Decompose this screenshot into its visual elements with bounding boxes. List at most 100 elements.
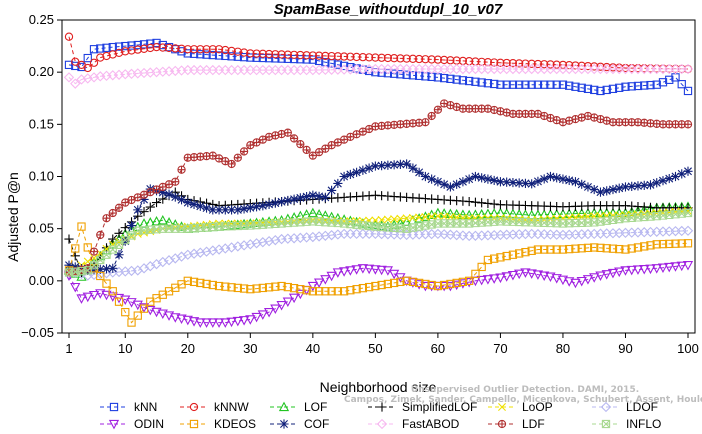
data-point-knn — [633, 81, 643, 91]
legend-item-inflo: INFLO — [592, 417, 661, 431]
data-point-odin — [220, 318, 231, 328]
data-point-ldf — [102, 214, 111, 223]
data-point-knn — [558, 80, 568, 89]
data-point-knnw — [502, 58, 511, 68]
y-axis-label: Adjusted P@n — [5, 172, 21, 262]
data-point-odin — [188, 317, 200, 327]
data-point-knnw — [96, 53, 105, 62]
data-point-odin — [476, 275, 487, 286]
data-point-kdeos — [139, 304, 149, 313]
data-point-cof — [645, 180, 656, 190]
data-point-ldf — [171, 177, 180, 186]
data-point-cof — [652, 178, 662, 188]
data-point-knnw — [440, 55, 449, 65]
data-point-odin — [532, 270, 544, 280]
data-point-kdeos — [283, 282, 292, 292]
data-point-knn — [246, 53, 255, 62]
data-point-odin — [364, 264, 375, 275]
data-point-ldf — [289, 134, 299, 143]
data-point-odin — [132, 300, 143, 311]
data-point-knnw — [577, 61, 586, 70]
data-point-odin — [657, 263, 669, 274]
data-point-odin — [501, 272, 512, 282]
data-point-ldf — [683, 120, 693, 129]
data-point-cof — [95, 264, 105, 274]
data-point-knn — [339, 61, 349, 71]
data-point-odin — [445, 281, 456, 292]
data-point-cof — [677, 169, 687, 179]
data-point-knn — [590, 85, 599, 95]
data-point-knn — [277, 54, 286, 63]
legend-marker — [108, 419, 120, 430]
data-point-knnw — [139, 44, 149, 53]
data-point-knnw — [402, 54, 411, 63]
data-point-cof — [270, 198, 280, 208]
legend-marker — [377, 402, 387, 412]
data-point-ldf — [177, 165, 186, 174]
data-point-knnw — [108, 50, 117, 59]
data-point-odin — [664, 262, 675, 273]
data-point-odin — [326, 271, 337, 282]
data-point-knn — [202, 50, 211, 59]
data-point-odin — [407, 278, 419, 288]
data-point-odin — [307, 281, 318, 292]
data-point-cof — [364, 163, 374, 173]
data-point-odin — [332, 268, 343, 278]
data-point-ldof — [445, 229, 456, 240]
data-point-ldf — [227, 159, 236, 169]
data-point-cof — [339, 171, 349, 182]
data-point-ldf — [233, 153, 242, 162]
data-point-kdeos — [214, 281, 224, 291]
data-point-odin — [420, 281, 431, 292]
data-point-odin — [245, 315, 256, 325]
data-point-knn — [302, 55, 311, 64]
data-point-odin — [257, 310, 268, 320]
data-point-odin — [457, 279, 469, 289]
series-line-cof — [68, 163, 689, 271]
data-point-kdeos — [421, 279, 430, 289]
data-point-knnw — [164, 43, 174, 53]
data-point-knn — [621, 82, 630, 91]
data-point-knnw — [333, 52, 343, 61]
data-point-kdeos — [671, 239, 680, 248]
data-point-kdeos — [615, 244, 624, 254]
data-point-ldf — [314, 148, 324, 157]
data-point-cof — [164, 189, 174, 199]
legend-item-simplifiedlof: SimplifiedLOF — [368, 400, 477, 414]
data-point-kdeos — [339, 287, 349, 296]
data-point-knn — [89, 45, 99, 54]
data-point-knnw — [289, 50, 299, 59]
data-point-knnw — [252, 49, 261, 58]
data-point-knn — [502, 80, 511, 89]
data-point-kdeos — [565, 244, 574, 254]
series-knn — [64, 38, 693, 96]
data-point-kdeos — [371, 281, 380, 291]
data-point-kdeos — [427, 280, 436, 290]
data-point-odin — [595, 271, 606, 281]
data-point-cof — [120, 236, 130, 246]
data-point-cof — [433, 177, 443, 187]
data-point-knn — [96, 44, 105, 53]
data-point-knn — [608, 84, 618, 94]
series-kdeos — [64, 222, 693, 327]
data-point-knn — [465, 76, 474, 86]
data-point-odin — [320, 275, 331, 285]
data-point-knn — [496, 80, 505, 89]
data-point-ldf — [421, 118, 430, 127]
data-point-cof — [445, 182, 456, 192]
watermark-line-1: Unsupervised Outlier Detection. DAMI, 20… — [411, 385, 639, 395]
data-point-odin — [414, 280, 425, 290]
data-point-cof — [464, 174, 474, 184]
data-point-knnw — [271, 50, 280, 59]
data-point-odin — [345, 266, 356, 276]
data-point-cof — [201, 203, 212, 213]
series-layer — [63, 32, 694, 328]
data-point-knnw — [558, 60, 568, 70]
data-point-knn — [133, 40, 142, 50]
data-point-simplifiedlof — [483, 198, 493, 209]
data-point-simplifiedlof — [489, 199, 499, 209]
data-point-cof — [520, 178, 531, 188]
data-point-kdeos — [590, 243, 599, 252]
data-point-lof — [482, 208, 494, 219]
data-point-cof — [139, 194, 149, 205]
